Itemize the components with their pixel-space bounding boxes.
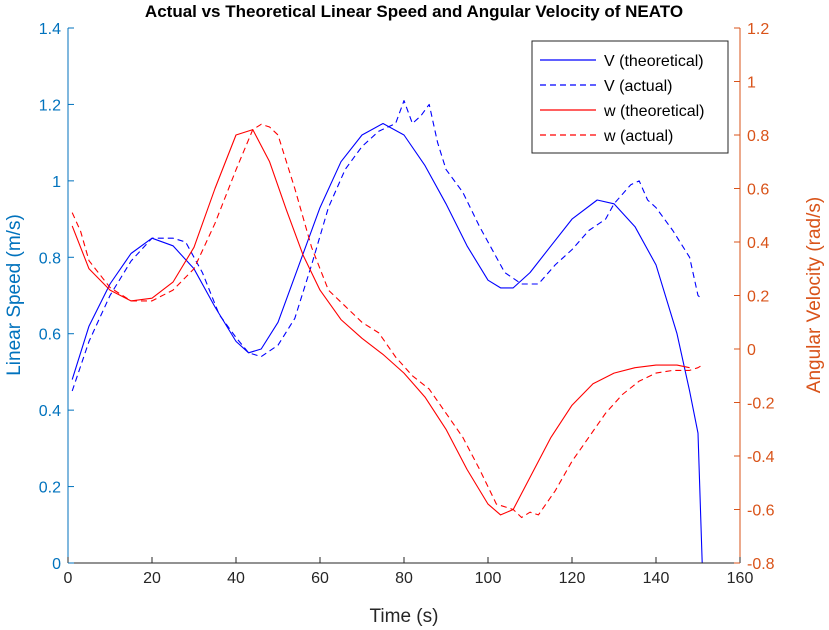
series-line-2 [71, 129, 690, 516]
left-y-tick-label: 1.4 [39, 21, 61, 38]
right-y-tick-label: -0.2 [747, 396, 775, 413]
legend-label-2: w (theoretical) [603, 103, 704, 120]
left-y-tick-label: 0.8 [39, 250, 61, 267]
legend: V (theoretical) V (actual) w (theoretical)… [531, 40, 729, 154]
right-y-tick-label: -0.8 [747, 556, 775, 573]
left-y-tick-label: 1.2 [39, 97, 61, 114]
left-y-tick-label: 1 [52, 174, 61, 191]
chart-title: Actual vs Theoretical Linear Speed and A… [145, 2, 683, 21]
right-y-ticks: -0.8 -0.6 -0.4 -0.2 0 0.2 0.4 0.6 0.8 1 1.2 [734, 21, 775, 573]
series-line-1 [71, 100, 703, 392]
series-line-3 [71, 123, 703, 519]
left-y-axis-label: Linear Speed (m/s) [4, 214, 25, 376]
series-line-0 [71, 122, 703, 564]
x-tick-label: 40 [227, 570, 245, 587]
left-y-tick-label: 0.4 [39, 403, 61, 420]
x-ticks: 0 20 40 60 80 100 120 140 160 [64, 557, 754, 587]
right-y-tick-label: 1 [747, 75, 756, 92]
x-axis-label: Time (s) [370, 606, 439, 627]
right-y-tick-label: 0.6 [747, 182, 769, 199]
right-y-tick-label: 0.4 [747, 235, 769, 252]
right-y-tick-label: 0 [747, 342, 756, 359]
x-tick-label: 0 [64, 570, 73, 587]
x-tick-label: 120 [559, 570, 586, 587]
left-y-tick-label: 0 [52, 556, 61, 573]
legend-label-0: V (theoretical) [604, 53, 704, 70]
left-y-tick-label: 0.6 [39, 327, 61, 344]
right-y-tick-label: -0.4 [747, 449, 775, 466]
right-y-tick-label: 0.2 [747, 289, 769, 306]
x-tick-label: 100 [475, 570, 502, 587]
right-y-tick-label: -0.6 [747, 503, 775, 520]
left-y-tick-label: 0.2 [39, 480, 61, 497]
plot-area [71, 100, 703, 564]
legend-label-3: w (actual) [603, 128, 673, 145]
x-tick-label: 80 [395, 570, 413, 587]
legend-label-1: V (actual) [604, 78, 672, 95]
right-y-tick-label: 1.2 [747, 21, 769, 38]
x-tick-label: 60 [311, 570, 329, 587]
right-y-tick-label: 0.8 [747, 128, 769, 145]
right-y-axis-label: Angular Velocity (rad/s) [804, 197, 825, 393]
x-tick-label: 20 [143, 570, 161, 587]
x-tick-label: 160 [727, 570, 754, 587]
x-tick-label: 140 [643, 570, 670, 587]
left-y-ticks: 0 0.2 0.4 0.6 0.8 1 1.2 1.4 [39, 21, 74, 573]
